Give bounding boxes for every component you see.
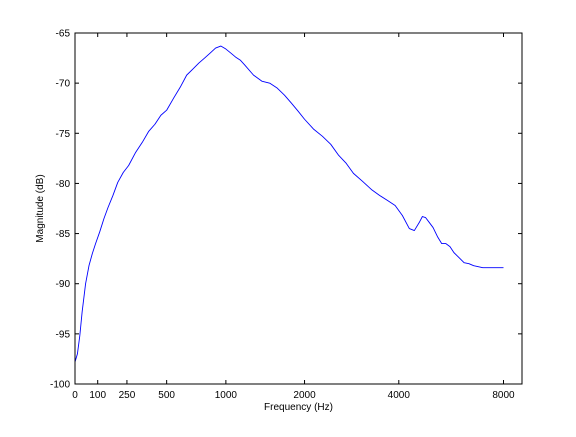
axes-background [75,33,522,384]
ticks-layer: 0 100 250 500 1000 2000 4000 8000 -100 -95 -90 -85 -… [50,29,522,401]
y-tick-label: -100 [50,380,70,391]
axes-box [74,32,523,385]
y-tick-label: -90 [56,279,71,290]
y-tick-label: -85 [56,229,71,240]
x-tick-label: 0 [72,390,78,401]
x-axis-label: Frequency (Hz) [264,402,333,413]
x-tick-label: 1000 [215,390,238,401]
x-tick-label: 500 [158,390,175,401]
y-tick-label: -65 [56,29,71,40]
data-layer [74,45,504,363]
y-tick-label: -80 [56,179,71,190]
x-tick-label: 8000 [492,390,515,401]
x-tick-label: 4000 [388,390,411,401]
x-tick-label: 2000 [293,390,316,401]
x-tick-label: 100 [89,390,106,401]
y-axis-label: Magnitude (dB) [35,174,46,242]
series-line-0 [74,45,504,363]
y-tick-label: -95 [56,329,71,340]
x-tick-label: 250 [119,390,136,401]
y-tick-label: -75 [56,129,71,140]
y-tick-label: -70 [56,79,71,90]
